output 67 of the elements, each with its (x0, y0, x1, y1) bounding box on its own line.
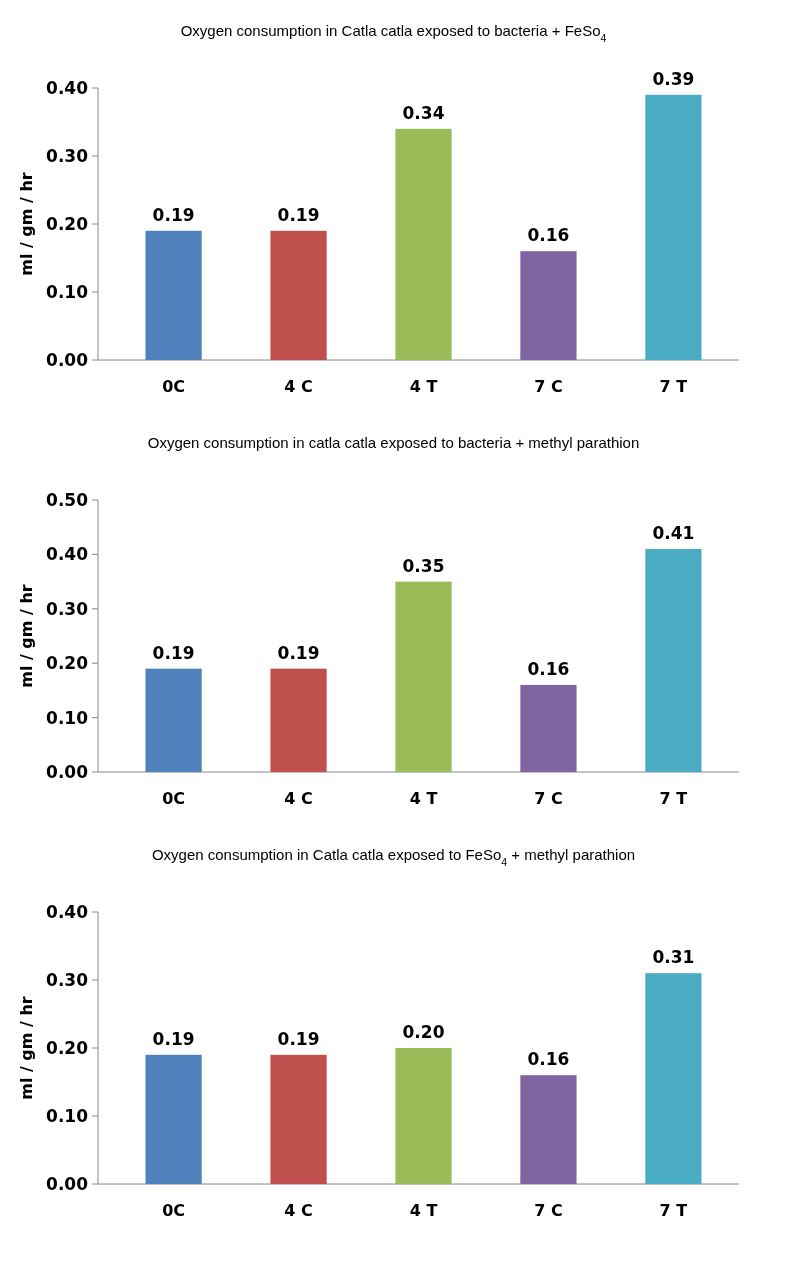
data-label: 0.19 (152, 1028, 195, 1049)
x-tick-label: 0C (162, 1201, 186, 1220)
bar (645, 973, 702, 1184)
chart-title: Oxygen consumption in Catla catla exposed to bacteria + FeSo$_{4}$ (180, 22, 607, 44)
bar (520, 684, 577, 772)
y-axis-title: ml / gm / hr (17, 996, 36, 1100)
x-tick-label: 4 C (284, 789, 313, 808)
bar (395, 1048, 452, 1184)
bar (270, 230, 327, 360)
chart-title: Oxygen consumption in Catla catla exposed to FeSo$_{4}$ + methyl parathion (151, 846, 636, 868)
chart-title: Oxygen consumption in catla catla exposed to bacteria + methyl parathion (147, 434, 640, 451)
x-tick-label: 0C (162, 377, 186, 396)
data-label: 0.41 (652, 522, 695, 543)
data-label: 0.20 (402, 1022, 445, 1042)
x-tick-label: 7 T (659, 789, 688, 808)
bar (270, 1054, 327, 1184)
data-label: 0.31 (652, 947, 695, 968)
bar (145, 230, 202, 360)
y-tick-label: 0.00 (46, 349, 89, 370)
x-tick-label: 0C (162, 789, 186, 808)
y-tick-label: 0.40 (46, 901, 89, 922)
x-tick-label: 4 T (409, 789, 438, 808)
y-tick-label: 0.00 (46, 761, 89, 782)
data-label: 0.34 (402, 102, 445, 123)
data-label: 0.19 (152, 642, 195, 663)
y-tick-label: 0.30 (46, 145, 89, 166)
y-tick-label: 0.40 (46, 77, 89, 98)
y-tick-label: 0.10 (46, 1105, 89, 1126)
x-tick-label: 4 C (284, 1201, 313, 1220)
bar (520, 251, 577, 360)
bar (395, 128, 452, 360)
data-label: 0.19 (277, 204, 320, 225)
x-tick-label: 4 C (284, 377, 313, 396)
y-tick-label: 0.50 (46, 489, 89, 510)
data-label: 0.19 (277, 1028, 320, 1049)
y-tick-label: 0.20 (46, 653, 89, 674)
x-tick-label: 7 C (534, 789, 563, 808)
x-tick-label: 7 C (534, 1201, 563, 1220)
data-label: 0.16 (527, 1049, 570, 1070)
y-tick-label: 0.00 (46, 1173, 89, 1194)
x-tick-label: 7 T (659, 1201, 688, 1220)
data-label: 0.19 (277, 642, 320, 663)
data-label: 0.19 (152, 204, 195, 225)
bar (645, 94, 702, 360)
y-tick-label: 0.10 (46, 707, 89, 728)
data-label: 0.16 (527, 225, 570, 246)
bar (395, 581, 452, 772)
y-tick-label: 0.40 (46, 544, 89, 565)
data-label: 0.39 (652, 68, 695, 89)
bar (645, 548, 702, 772)
bar (270, 668, 327, 772)
bar (145, 668, 202, 772)
y-axis-title: ml / gm / hr (17, 584, 36, 688)
y-tick-label: 0.20 (46, 213, 89, 234)
bar (145, 1054, 202, 1184)
data-label: 0.35 (402, 555, 445, 576)
y-tick-label: 0.10 (46, 281, 89, 302)
x-tick-label: 4 T (409, 377, 438, 396)
y-tick-label: 0.20 (46, 1037, 89, 1058)
y-tick-label: 0.30 (46, 969, 89, 990)
x-tick-label: 4 T (409, 1201, 438, 1220)
y-tick-label: 0.30 (46, 598, 89, 619)
bar (520, 1075, 577, 1184)
y-axis-title: ml / gm / hr (17, 172, 36, 276)
data-label: 0.16 (527, 658, 570, 679)
x-tick-label: 7 T (659, 377, 688, 396)
x-tick-label: 7 C (534, 377, 563, 396)
